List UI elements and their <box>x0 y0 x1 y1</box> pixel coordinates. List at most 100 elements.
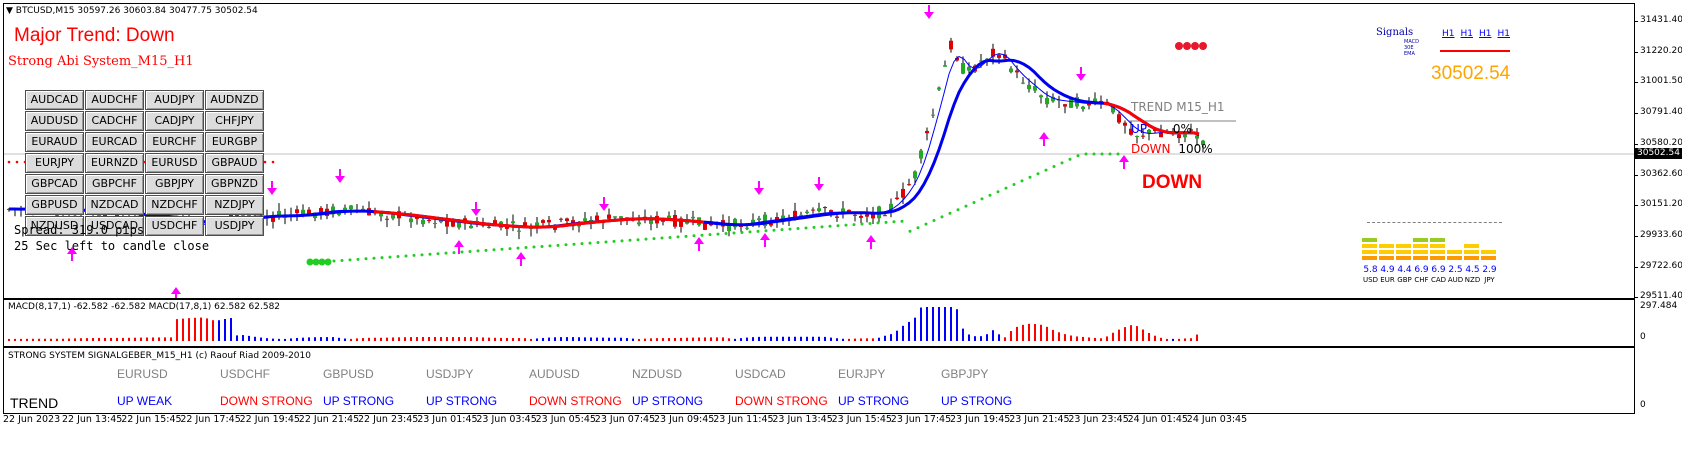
candle-body <box>565 218 569 222</box>
support-dot <box>764 229 768 233</box>
candle-body <box>679 218 683 227</box>
symbol-button-audusd[interactable]: AUDUSD <box>25 111 84 131</box>
symbol-button-audjpy[interactable]: AUDJPY <box>145 90 204 110</box>
buy-arrow-icon <box>866 235 876 249</box>
sell-arrow-icon <box>471 202 481 216</box>
signal-pair-name: USDCAD <box>735 367 786 381</box>
signal-pair-name: GBPUSD <box>323 367 374 381</box>
strength-bar <box>1396 244 1411 248</box>
time-axis-label: 23 Jun 23:45 <box>1068 414 1129 425</box>
support-dot <box>652 237 656 241</box>
symbol-button-gbpchf[interactable]: GBPCHF <box>85 174 144 194</box>
main-chart-pane[interactable]: ▼ BTCUSD,M15 30597.26 30603.84 30477.75 … <box>3 3 1635 299</box>
symbol-button-eurnzd[interactable]: EURNZD <box>85 153 144 173</box>
support-dot <box>1068 157 1072 161</box>
strength-bar <box>1413 250 1428 254</box>
candle-body <box>733 218 737 228</box>
strength-value: 2.5 <box>1448 265 1463 275</box>
symbol-button-audcad[interactable]: AUDCAD <box>25 90 84 110</box>
trend-down-label: DOWN <box>1131 142 1171 156</box>
symbol-button-usdchf[interactable]: USDCHF <box>145 216 204 236</box>
symbol-button-nzdusd[interactable]: NZDUSD <box>25 216 84 236</box>
symbol-button-eurcad[interactable]: EURCAD <box>85 132 144 152</box>
buy-arrow-icon <box>694 237 704 251</box>
candle-body <box>241 215 245 217</box>
symbol-button-gbpusd[interactable]: GBPUSD <box>25 195 84 215</box>
support-dot <box>372 256 376 260</box>
time-axis-label: 23 Jun 11:45 <box>713 414 774 425</box>
symbol-button-eurchf[interactable]: EURCHF <box>145 132 204 152</box>
strength-bar <box>1413 238 1428 242</box>
symbol-button-gbpaud[interactable]: GBPAUD <box>205 153 264 173</box>
candle-body <box>817 208 821 212</box>
symbol-button-usdjpy[interactable]: USDJPY <box>205 216 264 236</box>
strength-bar <box>1447 256 1462 260</box>
support-dot <box>716 232 720 236</box>
candle-body <box>889 203 893 210</box>
spread-label: Spread: 319.0 pips <box>14 223 145 237</box>
time-axis[interactable]: 22 Jun 2023 22 Jun 13:45 22 Jun 15:45 22 Ju… <box>3 414 1633 428</box>
symbol-button-gbpcad[interactable]: GBPCAD <box>25 174 84 194</box>
candle-body <box>1141 135 1145 137</box>
support-dot <box>1092 152 1096 156</box>
support-dot <box>908 229 912 233</box>
support-dot <box>564 243 568 247</box>
candle-body <box>451 221 455 227</box>
collapse-triangle-icon[interactable]: ▼ <box>6 6 16 16</box>
support-dot <box>532 245 536 249</box>
symbol-button-cadchf[interactable]: CADCHF <box>85 111 144 131</box>
symbol-button-euraud[interactable]: EURAUD <box>25 132 84 152</box>
price-scale-label: 31431.40 <box>1640 15 1682 25</box>
symbol-button-eurusd[interactable]: EURUSD <box>145 153 204 173</box>
signal-indicator: 30E <box>1404 45 1414 51</box>
candle-body <box>235 214 239 216</box>
symbol-button-gbpnzd[interactable]: GBPNZD <box>205 174 264 194</box>
candle-body <box>751 219 755 225</box>
symbol-button-cadjpy[interactable]: CADJPY <box>145 111 204 131</box>
big-down-label: DOWN <box>1142 172 1203 193</box>
support-dot <box>444 251 448 255</box>
resistance-dot <box>15 160 19 164</box>
macd-histogram <box>8 307 1198 341</box>
symbol-button-usdcad[interactable]: USDCAD <box>85 216 144 236</box>
strength-bar <box>1430 244 1445 248</box>
candle-body <box>811 209 815 211</box>
support-dot <box>1044 168 1048 172</box>
support-dot <box>660 236 664 240</box>
symbol-button-eurjpy[interactable]: EURJPY <box>25 153 84 173</box>
signal-pair-name: AUDUSD <box>529 367 580 381</box>
candle-body <box>937 87 941 90</box>
symbol-button-nzdchf[interactable]: NZDCHF <box>145 195 204 215</box>
candle-body <box>271 216 275 222</box>
time-axis-label: 23 Jun 13:45 <box>772 414 833 425</box>
candle-body <box>865 214 869 217</box>
support-dot <box>732 231 736 235</box>
symbol-button-chfjpy[interactable]: CHFJPY <box>205 111 264 131</box>
symbol-button-nzdjpy[interactable]: NZDJPY <box>205 195 264 215</box>
support-dot <box>844 223 848 227</box>
candle-body <box>301 209 305 216</box>
symbol-button-nzdcad[interactable]: NZDCAD <box>85 195 144 215</box>
signal-pair-status: UP STRONG <box>941 394 1013 408</box>
signals-red-bar <box>1440 50 1510 52</box>
symbol-button-gbpjpy[interactable]: GBPJPY <box>145 174 204 194</box>
signal-pane[interactable]: STRONG SYSTEM SIGNALGEBER_M15_H1 (c) Rao… <box>3 347 1635 414</box>
candle-body <box>841 208 845 215</box>
candle-body <box>487 226 491 228</box>
support-dot <box>932 219 936 222</box>
support-dot <box>900 219 904 223</box>
signals-timeframes: H1 H1 H1 H1 <box>1442 29 1512 39</box>
price-scale[interactable]: 31431.40 31220.20 31001.50 30791.40 30580.20… <box>1634 3 1682 301</box>
strength-bar <box>1362 238 1377 242</box>
symbol-button-eurgbp[interactable]: EURGBP <box>205 132 264 152</box>
symbol-button-audchf[interactable]: AUDCHF <box>85 90 144 110</box>
time-axis-label: 23 Jun 19:45 <box>950 414 1011 425</box>
candle-body <box>1081 106 1085 110</box>
strength-bar <box>1396 250 1411 254</box>
macd-pane[interactable]: MACD(8,17,1) -62.582 -62.582 MACD(17,8,1… <box>3 299 1635 347</box>
symbol-button-audnzd[interactable]: AUDNZD <box>205 90 264 110</box>
price-scale-label: 29511.40 <box>1640 291 1682 302</box>
support-dot <box>412 253 416 257</box>
support-dot <box>364 257 368 261</box>
support-dot <box>348 258 352 262</box>
